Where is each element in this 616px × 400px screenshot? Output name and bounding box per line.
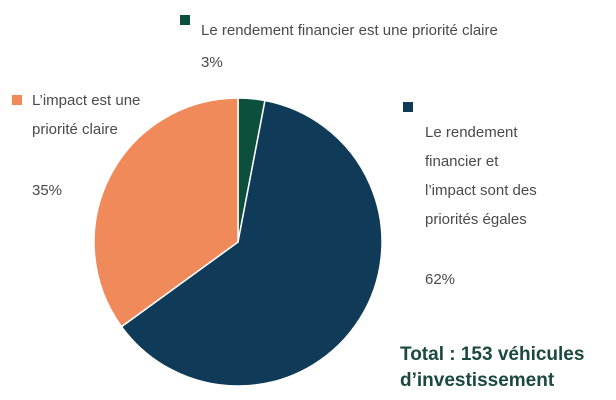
legend-swatch bbox=[180, 15, 190, 25]
value-label: 35% bbox=[32, 182, 63, 199]
value-label: 62% bbox=[425, 271, 456, 288]
pie-slice bbox=[93, 97, 239, 328]
legend-swatch bbox=[403, 102, 413, 112]
slice-label: Le rendement financier et l’impact sont … bbox=[425, 124, 537, 228]
pie-slice bbox=[120, 99, 383, 387]
legend-swatch bbox=[12, 95, 22, 105]
slice-label: L’impact est une priorité claire bbox=[32, 92, 141, 138]
total-annotation: Total : 153 véhicules d’investissement bbox=[400, 344, 585, 391]
value-label: 3% bbox=[201, 54, 223, 71]
slice-label: Le rendement financier est une priorité … bbox=[201, 22, 498, 39]
